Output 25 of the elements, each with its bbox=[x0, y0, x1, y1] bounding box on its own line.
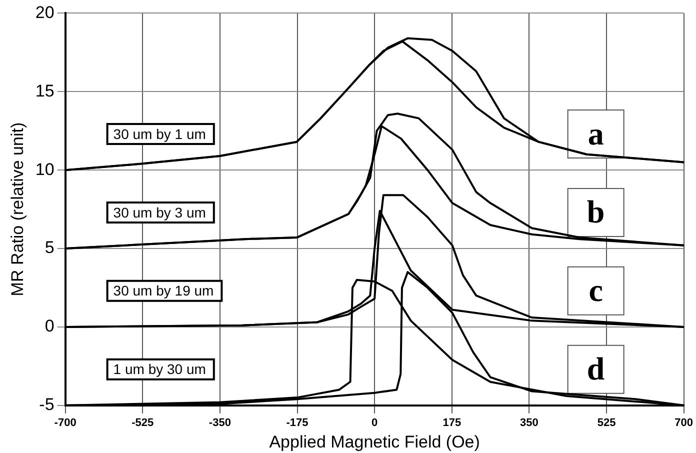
series-label: 30 um by 3 um bbox=[113, 204, 206, 220]
x-tick-label: 525 bbox=[597, 417, 616, 430]
x-tick-label: 350 bbox=[520, 417, 538, 430]
x-tick-label: 0 bbox=[372, 417, 378, 430]
x-tick-label: -700 bbox=[54, 417, 76, 430]
annotation: a bbox=[588, 115, 604, 152]
y-tick-label: 5 bbox=[44, 238, 54, 258]
y-tick-label: 10 bbox=[35, 160, 54, 179]
series-label: 1 um by 30 um bbox=[113, 361, 206, 378]
x-tick-label: -525 bbox=[132, 417, 154, 430]
annotation: d bbox=[586, 350, 605, 387]
x-tick-label: 700 bbox=[674, 417, 694, 430]
series-label: 30 um by 19 um bbox=[113, 282, 214, 299]
x-tick-label: 175 bbox=[442, 417, 462, 430]
x-axis-title: Applied Magnetic Field (Oe) bbox=[269, 432, 480, 452]
x-tick-label: -350 bbox=[208, 417, 231, 430]
annotation: b bbox=[586, 194, 605, 230]
y-tick-label: -5 bbox=[39, 395, 54, 414]
y-tick-label: 20 bbox=[35, 2, 54, 22]
annotation: c bbox=[588, 272, 603, 308]
series-label: 30 um by 1 um bbox=[113, 126, 206, 142]
y-axis-title: MR Ratio (relative unit) bbox=[8, 122, 27, 296]
y-tick-label: 15 bbox=[35, 81, 54, 100]
y-tick-label: 0 bbox=[44, 316, 54, 336]
x-tick-label: -175 bbox=[286, 417, 308, 430]
